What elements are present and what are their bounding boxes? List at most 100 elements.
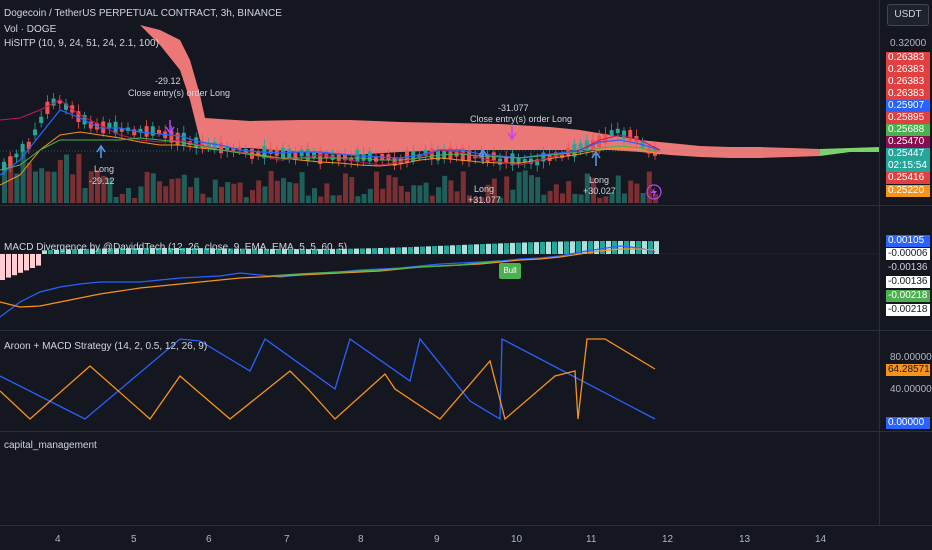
macd-hist-bar [414, 246, 419, 254]
volume-bar [318, 196, 324, 203]
long-arrow-1 [96, 144, 106, 158]
volume-bar [442, 175, 448, 203]
volume-bar [281, 178, 286, 203]
macd-hist-bar [516, 242, 521, 254]
macd-hist-bar [486, 243, 491, 254]
pane-separator[interactable] [0, 330, 932, 331]
candle-body [26, 141, 31, 150]
long-trade-2-value: +31.077 [468, 195, 501, 205]
close-trade-2-text: Close entry(s) order Long [470, 114, 573, 124]
price-chart[interactable] [0, 0, 880, 205]
candle-body [349, 158, 354, 162]
candle-body [516, 157, 521, 164]
volume-bar [76, 153, 82, 203]
macd-tag: 0.00105 [886, 235, 930, 247]
aroon-pane[interactable]: Aroon + MACD Strategy (14, 2, 0.5, 12, 2… [0, 331, 880, 431]
macd-hist-bar [468, 244, 473, 254]
candle-body [119, 128, 124, 132]
macd-hist-bar [408, 247, 413, 254]
time-axis[interactable]: 4 5 6 7 8 9 10 11 12 13 14 [0, 525, 880, 550]
macd-hist-bar [396, 247, 401, 254]
aroon-chart[interactable] [0, 331, 880, 431]
volume-bar [597, 197, 603, 203]
macd-hist-bar [618, 240, 623, 254]
price-axis[interactable] [879, 0, 932, 525]
price-tag: 0.25470 [886, 136, 930, 148]
price-tag: 0.26383 [886, 64, 930, 76]
close-arrow-1 [165, 120, 175, 135]
candle-body [560, 153, 564, 158]
macd-hist-bar [318, 249, 323, 254]
long-trade-1-value: -29.12 [89, 176, 115, 186]
pane-separator[interactable] [0, 431, 932, 432]
macd-hist-bar [72, 249, 77, 254]
volume-bar [349, 176, 355, 203]
volume-bar [504, 176, 510, 203]
candle-body [504, 157, 509, 164]
volume-bar [386, 175, 392, 203]
volume-bar [45, 171, 51, 203]
volume-bar [39, 168, 45, 203]
volume-label: Vol · DOGE [4, 24, 57, 35]
candle-body [219, 142, 223, 154]
candle-body [225, 146, 230, 152]
price-pane[interactable]: Dogecoin / TetherUS PERPETUAL CONTRACT, … [0, 0, 880, 205]
capital-pane[interactable]: capital_management [0, 432, 880, 522]
volume-bar [547, 190, 553, 203]
macd-hist-bar [174, 247, 179, 254]
volume-bar [293, 183, 299, 203]
volume-bar [299, 172, 305, 203]
candle-body [64, 103, 68, 110]
macd-tag: -0.00006 [886, 248, 930, 260]
candle-body [423, 149, 428, 157]
volume-bar [101, 175, 107, 203]
hsitp-label: HiSITP (10, 9, 24, 51, 24, 2.1, 100) [4, 38, 159, 49]
ma-blue [0, 109, 661, 176]
macd-title: MACD Divergence by @DaviddTech (12, 26, … [4, 242, 348, 253]
volume-bar [336, 195, 342, 203]
signal-line [0, 248, 656, 308]
candle-body [194, 137, 199, 149]
candle-body [287, 148, 292, 158]
macd-hist-bar [342, 248, 347, 254]
volume-bar [206, 197, 212, 203]
divergence-line [269, 260, 501, 277]
volume-bar [553, 184, 559, 203]
volume-bar [417, 185, 423, 203]
pane-separator[interactable] [0, 205, 932, 206]
macd-chart[interactable] [0, 232, 880, 330]
macd-hist-bar [270, 248, 275, 254]
candle-body [584, 140, 589, 150]
currency-button[interactable]: USDT [887, 4, 929, 26]
macd-hist-bar [498, 243, 503, 254]
macd-hist-bar [312, 249, 317, 254]
bull-label: Bull [499, 263, 521, 279]
volume-bar [522, 170, 528, 203]
macd-hist-bar [438, 245, 443, 254]
macd-hist-bar [558, 241, 563, 254]
close-trade-2-value: -31.077 [498, 103, 529, 113]
volume-bar [392, 177, 398, 203]
volume-bar [343, 173, 348, 203]
macd-hist-bar [642, 241, 647, 254]
candle-body [299, 149, 304, 157]
macd-hist-bar [120, 248, 125, 254]
candle-body [33, 129, 37, 136]
volume-bar [157, 181, 162, 203]
volume-bar [498, 197, 503, 203]
price-tag: 0.25895 [886, 112, 930, 124]
macd-hist-bar [126, 248, 131, 254]
macd-hist-bar [132, 248, 137, 254]
candle-body [609, 130, 614, 136]
volume-bar [324, 183, 330, 203]
macd-hist-bar [24, 254, 29, 271]
volume-bar [429, 195, 435, 203]
candle-body [107, 122, 112, 129]
candle-body [51, 98, 56, 106]
macd-hist-bar [600, 240, 605, 254]
volume-bar [175, 178, 181, 203]
volume-bar [485, 184, 491, 203]
macd-hist-bar [384, 247, 389, 254]
macd-hist-bar [144, 247, 149, 254]
macd-pane[interactable]: MACD Divergence by @DaviddTech (12, 26, … [0, 232, 880, 330]
